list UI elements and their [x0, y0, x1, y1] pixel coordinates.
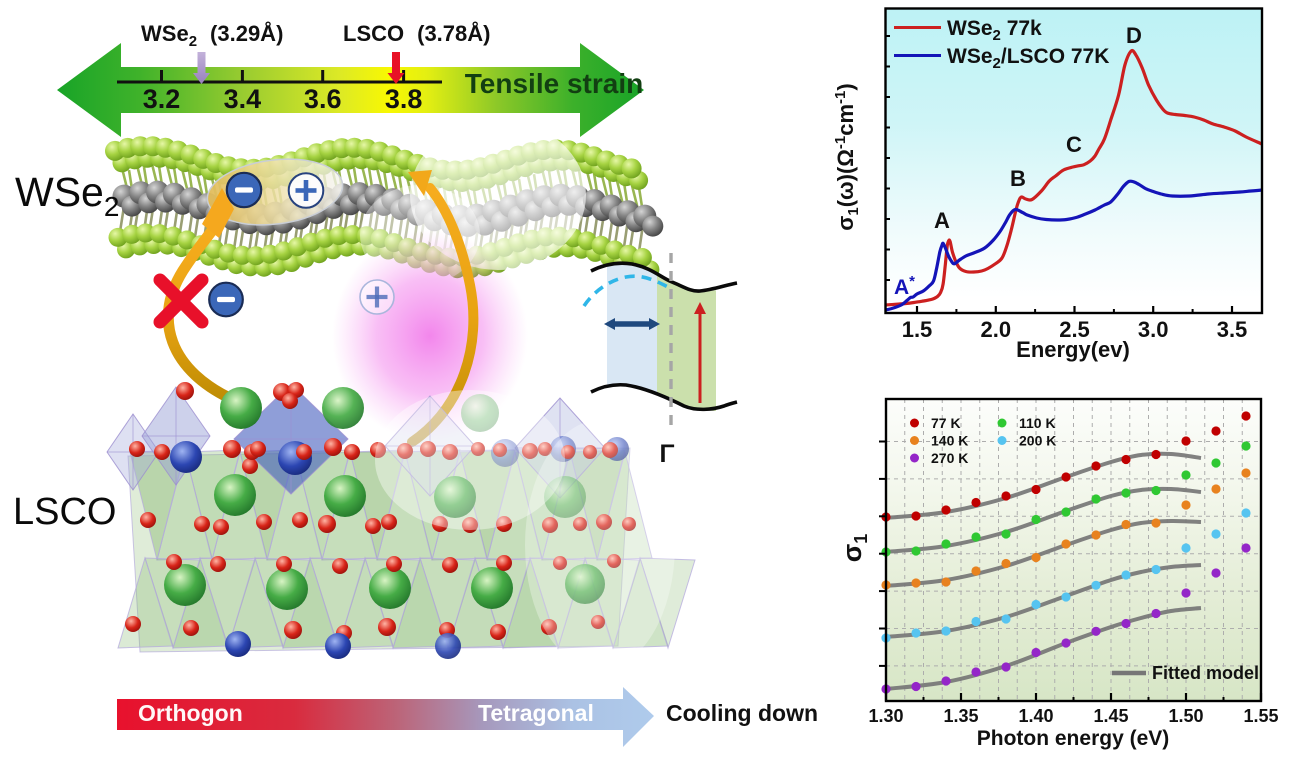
- svg-text:3.8: 3.8: [385, 84, 423, 114]
- svg-text:σ1(ω)(Ω-1cm-1): σ1(ω)(Ω-1cm-1): [832, 83, 862, 230]
- svg-text:B: B: [1010, 166, 1026, 191]
- svg-text:270 K: 270 K: [931, 450, 968, 466]
- svg-text:2.0: 2.0: [981, 317, 1012, 342]
- svg-text:1.30: 1.30: [868, 706, 903, 726]
- svg-text:Tetragonal: Tetragonal: [478, 700, 594, 726]
- svg-text:LSCO(3.78Å): LSCO (3.78Å): [343, 20, 490, 46]
- svg-text:WSe2/LSCO 77K: WSe2/LSCO 77K: [947, 45, 1109, 72]
- svg-text:77 K: 77 K: [931, 415, 961, 431]
- svg-text:3.4: 3.4: [224, 84, 262, 114]
- svg-text:Γ: Γ: [659, 440, 674, 468]
- svg-text:σ1: σ1: [837, 534, 871, 563]
- svg-text:A: A: [934, 208, 950, 233]
- svg-text:1.35: 1.35: [943, 706, 978, 726]
- svg-text:1.45: 1.45: [1093, 706, 1128, 726]
- svg-text:LSCO: LSCO: [13, 491, 116, 533]
- svg-text:Photon energy (eV): Photon energy (eV): [977, 727, 1170, 750]
- svg-text:140 K: 140 K: [931, 433, 968, 449]
- svg-text:WSe2 77k: WSe2 77k: [947, 17, 1042, 44]
- svg-text:Cooling down: Cooling down: [666, 700, 818, 726]
- svg-text:WSe2(3.29Å): WSe2 (3.29Å): [141, 20, 283, 50]
- svg-text:D: D: [1126, 23, 1142, 48]
- svg-text:1.55: 1.55: [1243, 706, 1278, 726]
- svg-text:3.2: 3.2: [143, 84, 181, 114]
- svg-text:Tensile strain: Tensile strain: [465, 68, 643, 99]
- svg-text:110 K: 110 K: [1019, 415, 1056, 431]
- svg-text:Fitted model: Fitted model: [1152, 663, 1259, 683]
- svg-text:Orthogon: Orthogon: [138, 700, 243, 726]
- svg-text:1.50: 1.50: [1168, 706, 1203, 726]
- svg-text:Energy(ev): Energy(ev): [1016, 337, 1130, 362]
- svg-text:WSe2: WSe2: [15, 169, 119, 222]
- svg-text:200 K: 200 K: [1019, 433, 1056, 449]
- svg-text:2.5: 2.5: [1059, 317, 1090, 342]
- svg-text:1.40: 1.40: [1018, 706, 1053, 726]
- svg-text:3.5: 3.5: [1217, 317, 1248, 342]
- svg-text:1.5: 1.5: [902, 317, 933, 342]
- svg-text:C: C: [1066, 132, 1082, 157]
- svg-text:3.6: 3.6: [304, 84, 342, 114]
- svg-text:3.0: 3.0: [1138, 317, 1169, 342]
